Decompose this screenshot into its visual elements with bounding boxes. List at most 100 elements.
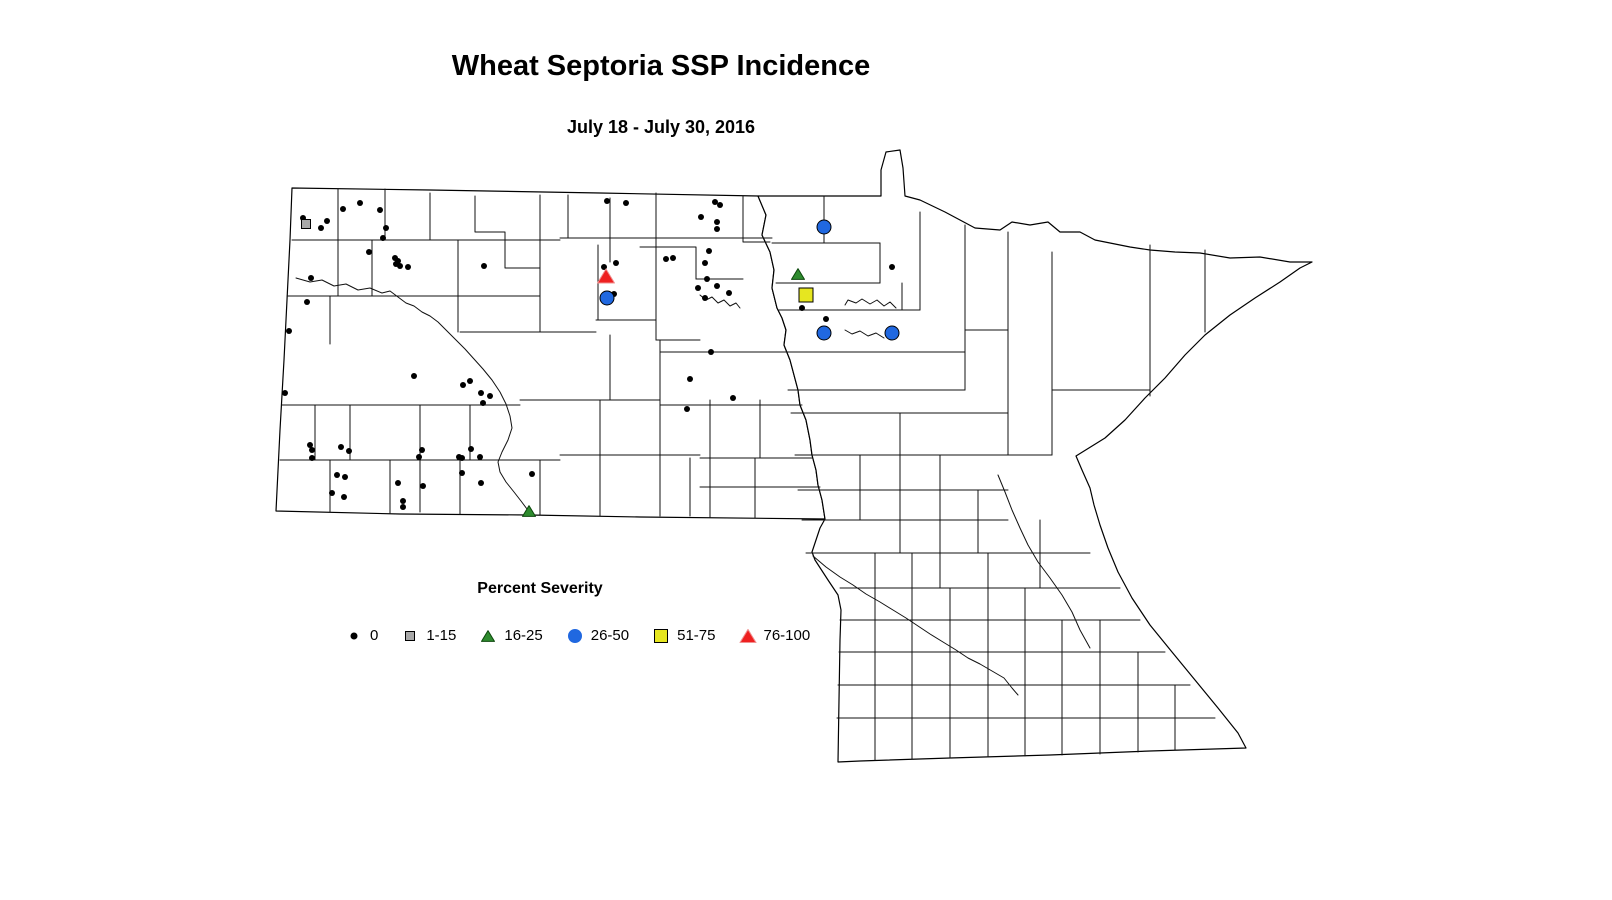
map-marker-0: [405, 264, 411, 270]
map-marker-0: [706, 248, 712, 254]
map-marker-0: [334, 472, 340, 478]
legend-item-label: 1-15: [426, 626, 457, 644]
map-marker-0: [357, 200, 363, 206]
map-marker-0: [481, 263, 487, 269]
legend-item-label: 0: [370, 626, 379, 644]
map-marker-0: [712, 199, 718, 205]
map-marker-0: [726, 290, 732, 296]
legend-item-1-15: 1-15: [400, 626, 456, 644]
data-marker-layer: [282, 198, 900, 517]
legend-item-label: 16-25: [504, 626, 543, 644]
map-marker-0: [411, 373, 417, 379]
map-marker-0: [467, 378, 473, 384]
legend-item-label: 26-50: [590, 626, 630, 644]
legend-marker-icon: [350, 632, 358, 640]
map-marker-0: [730, 395, 736, 401]
map-marker-0: [478, 480, 484, 486]
map-marker-0: [529, 471, 535, 477]
map-marker-0: [346, 448, 352, 454]
map-marker-0: [478, 390, 484, 396]
map-marker-0: [613, 260, 619, 266]
map-marker-0: [623, 200, 629, 206]
map-marker-1-15: [301, 219, 311, 229]
legend-marker-icon: [739, 628, 756, 644]
map-marker-0: [338, 444, 344, 450]
legend-item-26-50: 26-50: [565, 626, 629, 644]
map-marker-0: [308, 275, 314, 281]
map-marker-0: [282, 390, 288, 396]
legend-item-label: 76-100: [763, 626, 811, 644]
map-marker-0: [383, 225, 389, 231]
legend-item-51-75: 51-75: [651, 626, 716, 644]
map-marker-0: [670, 255, 676, 261]
map-marker-0: [395, 480, 401, 486]
map-marker-0: [695, 285, 701, 291]
map-marker-0: [601, 264, 607, 270]
map-marker-0: [468, 446, 474, 452]
legend-item-0: 0: [344, 626, 378, 644]
map-marker-0: [380, 235, 386, 241]
map-marker-16-25: [791, 268, 805, 280]
map-marker-0: [459, 470, 465, 476]
map-marker-0: [708, 349, 714, 355]
map-marker-0: [684, 406, 690, 412]
map-marker-0: [397, 263, 403, 269]
map-marker-0: [340, 206, 346, 212]
map-marker-0: [663, 256, 669, 262]
map-marker-0: [342, 474, 348, 480]
map-marker-0: [329, 490, 335, 496]
map-marker-0: [823, 316, 829, 322]
map-marker-0: [400, 498, 406, 504]
map-marker-0: [702, 260, 708, 266]
map-marker-0: [286, 328, 292, 334]
map-marker-0: [420, 483, 426, 489]
map-marker-0: [487, 393, 493, 399]
map-marker-0: [307, 442, 313, 448]
minnesota-county-lines: [771, 195, 1216, 761]
map-marker-0: [714, 283, 720, 289]
map-marker-16-25: [522, 505, 536, 517]
map-marker-0: [702, 295, 708, 301]
map-marker-26-50: [599, 290, 615, 306]
map-marker-26-50: [884, 325, 900, 341]
map-marker-0: [698, 214, 704, 220]
map-marker-0: [341, 494, 347, 500]
map-marker-76-100: [597, 268, 615, 284]
map-marker-0: [377, 207, 383, 213]
map-marker-0: [477, 454, 483, 460]
map-marker-0: [400, 504, 406, 510]
minnesota-outline: [757, 149, 1313, 763]
legend-item-76-100: 76-100: [738, 626, 811, 644]
legend-item-label: 51-75: [677, 626, 716, 644]
map-marker-26-50: [816, 219, 832, 235]
map-marker-0: [604, 198, 610, 204]
page-title: Wheat Septoria SSP Incidence: [451, 50, 871, 82]
map-marker-0: [366, 249, 372, 255]
map-marker-0: [714, 219, 720, 225]
legend-marker-icon: [567, 629, 582, 643]
legend: 0 1-15 16-25 26-50 51-75 76-100: [344, 626, 810, 644]
map-marker-0: [799, 305, 805, 311]
map-marker-26-50: [816, 325, 832, 341]
map-marker-0: [419, 447, 425, 453]
map-marker-0: [324, 218, 330, 224]
legend-heading: Percent Severity: [477, 580, 603, 597]
legend-marker-icon: [405, 631, 416, 641]
map-marker-0: [304, 299, 310, 305]
map-marker-0: [318, 225, 324, 231]
map-marker-0: [460, 382, 466, 388]
north-dakota-county-lines: [279, 188, 821, 519]
map-marker-0: [889, 264, 895, 270]
map-marker-0: [480, 400, 486, 406]
map-marker-0: [416, 454, 422, 460]
map-marker-0: [717, 202, 723, 208]
map-marker-0: [704, 276, 710, 282]
map-marker-0: [309, 447, 315, 453]
map-marker-0: [714, 226, 720, 232]
page-subtitle: July 18 - July 30, 2016: [566, 117, 756, 137]
map-marker-0: [459, 455, 465, 461]
title-block: Wheat Septoria SSP Incidence July 18 - J…: [0, 50, 1322, 138]
minnesota-rivers: [812, 298, 1091, 696]
